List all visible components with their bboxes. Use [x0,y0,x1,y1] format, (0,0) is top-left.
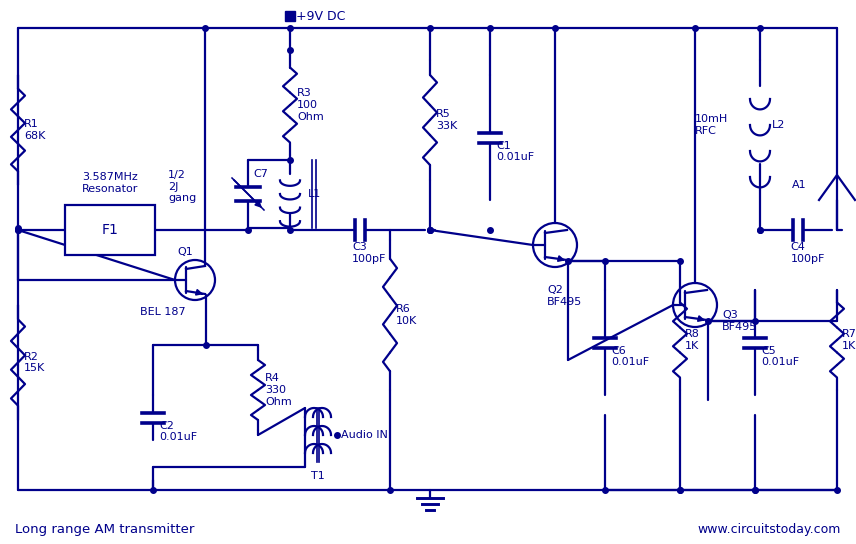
Bar [65,205,155,255]
Text: A1: A1 [793,180,807,190]
Text: C5
0.01uF: C5 0.01uF [761,345,800,367]
Text: Long range AM transmitter: Long range AM transmitter [15,523,194,536]
Text: T1: T1 [311,471,325,481]
Text: L1: L1 [308,189,321,199]
Text: 10mH
RFC: 10mH RFC [695,114,728,136]
Text: R5
33K: R5 33K [436,109,457,131]
Text: R7
1K: R7 1K [842,329,856,351]
Text: F1: F1 [102,223,118,237]
Text: +9V DC: +9V DC [296,9,345,22]
Text: R1
68K: R1 68K [24,119,45,141]
Text: 1/2
2J
gang: 1/2 2J gang [168,170,196,203]
Text: R2
15K: R2 15K [24,352,45,373]
Text: R4
330
Ohm: R4 330 Ohm [265,373,292,406]
Text: C1
0.01uF: C1 0.01uF [496,141,534,162]
Text: C4
100pF: C4 100pF [790,242,825,264]
Text: C2
0.01uF: C2 0.01uF [159,421,197,442]
Text: R6
10K: R6 10K [396,304,417,326]
Text: L2: L2 [772,120,785,130]
Text: Audio IN: Audio IN [341,430,388,440]
Text: Q3
BF495: Q3 BF495 [722,310,758,332]
Text: R3
100
Ohm: R3 100 Ohm [297,88,324,122]
Text: C6
0.01uF: C6 0.01uF [611,345,649,367]
Text: www.circuitstoday.com: www.circuitstoday.com [698,523,841,536]
Text: R8
1K: R8 1K [685,329,700,351]
Text: C3
100pF: C3 100pF [352,242,386,264]
Text: 3.587MHz
Resonator: 3.587MHz Resonator [82,172,138,194]
Text: BEL 187: BEL 187 [140,307,186,317]
Text: C7: C7 [253,169,268,179]
Text: Q2
BF495: Q2 BF495 [547,285,582,307]
Text: Q1: Q1 [177,247,193,257]
